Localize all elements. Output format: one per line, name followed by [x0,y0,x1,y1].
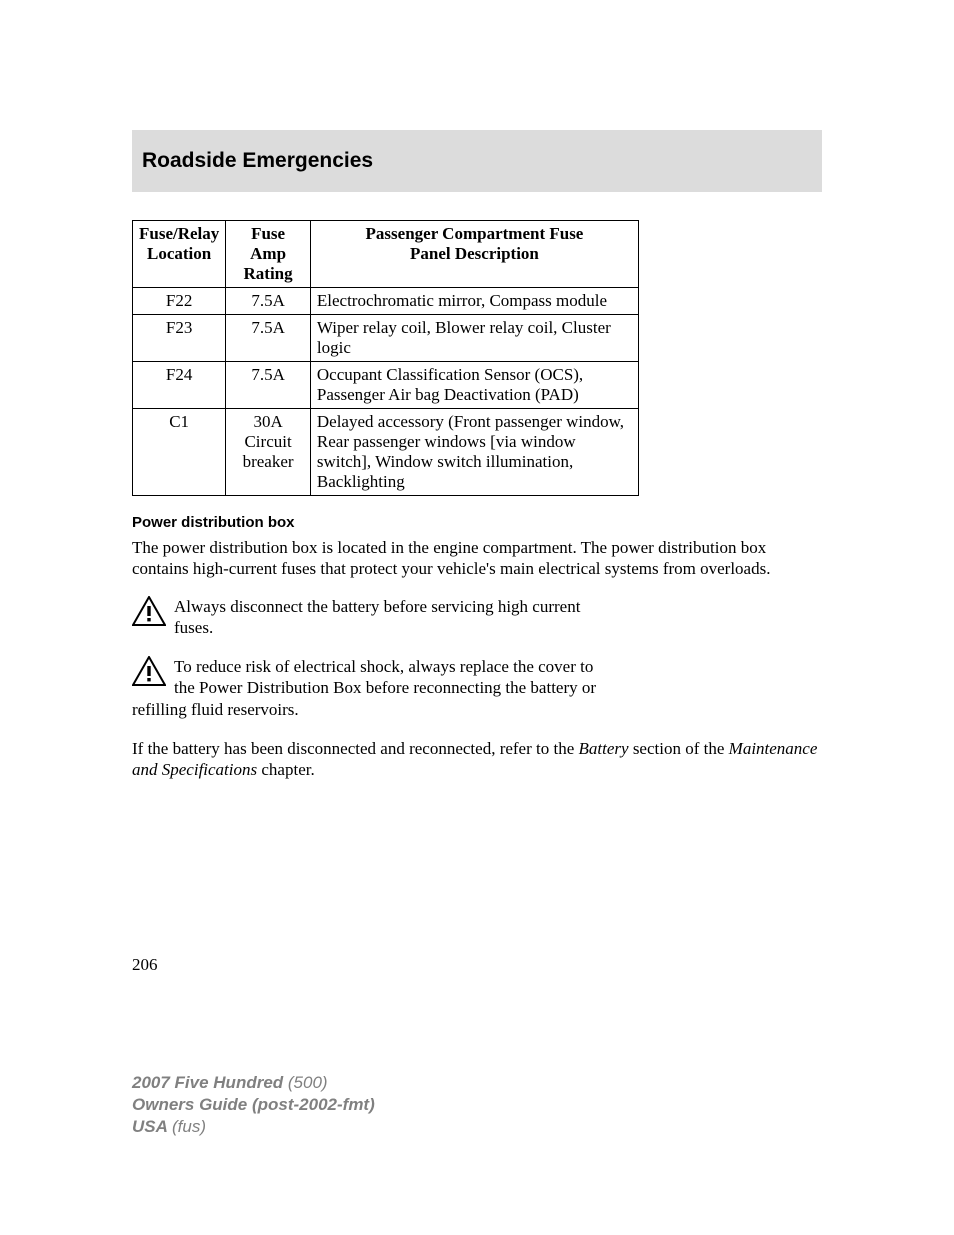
section-header-band: Roadside Emergencies [132,130,822,192]
footer-model: 2007 Five Hundred [132,1073,288,1092]
warning-text: fuses. [174,618,213,637]
warning-text: Always disconnect the battery before ser… [174,597,580,616]
cell-amp: 30A Circuit breaker [226,409,311,496]
footer-region-code: (fus) [172,1117,206,1136]
col-header-location: Fuse/RelayLocation [133,221,226,288]
warning-icon [132,596,166,626]
cell-amp: 7.5A [226,288,311,315]
warning-block: To reduce risk of electrical shock, alwa… [132,656,822,720]
section-title: Roadside Emergencies [142,149,373,173]
warning-block: Always disconnect the battery before ser… [132,596,822,639]
table-row: F23 7.5A Wiper relay coil, Blower relay … [133,315,639,362]
warning-text: refilling fluid reservoirs. [132,699,822,720]
footer-model-code: (500) [288,1073,328,1092]
table-row: F22 7.5A Electrochromatic mirror, Compas… [133,288,639,315]
warning-text: the Power Distribution Box before reconn… [174,678,596,697]
cell-location: F22 [133,288,226,315]
cell-desc: Occupant Classification Sensor (OCS), Pa… [310,362,638,409]
footer-region: USA [132,1117,172,1136]
page-number: 206 [132,955,158,975]
cell-desc: Delayed accessory (Front passenger windo… [310,409,638,496]
body-paragraph: The power distribution box is located in… [132,537,822,580]
fuse-table: Fuse/RelayLocation Fuse AmpRating Passen… [132,220,639,496]
table-row: F24 7.5A Occupant Classification Sensor … [133,362,639,409]
subsection-heading: Power distribution box [132,514,822,531]
cell-location: C1 [133,409,226,496]
footer-guide: Owners Guide (post-2002-fmt) [132,1095,375,1114]
page-footer: 2007 Five Hundred (500) Owners Guide (po… [132,1072,375,1138]
col-header-desc: Passenger Compartment FusePanel Descript… [310,221,638,288]
cell-amp: 7.5A [226,362,311,409]
cell-location: F23 [133,315,226,362]
cell-amp: 7.5A [226,315,311,362]
page-content: Fuse/RelayLocation Fuse AmpRating Passen… [132,220,822,796]
cell-desc: Electrochromatic mirror, Compass module [310,288,638,315]
table-row: C1 30A Circuit breaker Delayed accessory… [133,409,639,496]
warning-text: To reduce risk of electrical shock, alwa… [174,657,593,676]
cell-desc: Wiper relay coil, Blower relay coil, Clu… [310,315,638,362]
warning-icon [132,656,166,686]
cell-location: F24 [133,362,226,409]
table-header-row: Fuse/RelayLocation Fuse AmpRating Passen… [133,221,639,288]
body-paragraph: If the battery has been disconnected and… [132,738,822,781]
col-header-amp: Fuse AmpRating [226,221,311,288]
